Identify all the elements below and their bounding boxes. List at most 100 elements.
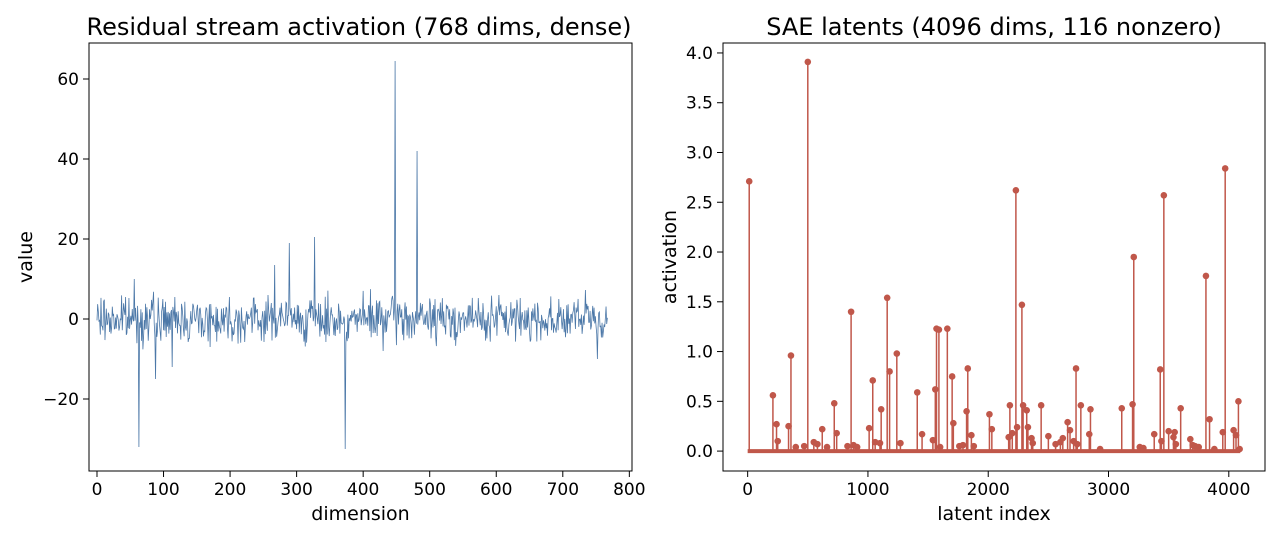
stem-marker (1236, 445, 1243, 453)
stem-marker (844, 442, 851, 450)
x-axis-label: latent index (937, 503, 1051, 525)
stem-marker (950, 419, 957, 427)
y-tick-label: 60 (57, 70, 79, 90)
stem-marker (988, 425, 996, 433)
stem-marker (1087, 405, 1094, 413)
stem-marker (1165, 427, 1172, 435)
stem-marker (963, 407, 970, 415)
x-tick-label: 300 (280, 480, 312, 500)
stem-marker (818, 425, 826, 433)
stem-marker (1118, 404, 1126, 412)
stem-marker (785, 422, 792, 430)
stem-marker (1045, 432, 1052, 440)
y-tick-label: −20 (43, 390, 79, 410)
stem-marker (944, 325, 951, 332)
y-tick-label: 4.0 (686, 44, 713, 64)
stem-marker (823, 443, 831, 451)
stem-marker (876, 439, 884, 447)
stem-marker (1012, 187, 1020, 194)
stem-marker (1018, 301, 1026, 309)
stem-marker (1085, 430, 1093, 438)
stem-marker (1129, 401, 1136, 408)
stem-marker (1187, 435, 1194, 443)
y-tick-label: 40 (57, 150, 79, 170)
series-line (96, 60, 608, 450)
y-tick-label: 1.0 (686, 343, 713, 363)
stem-marker (1156, 366, 1164, 373)
stem-marker (830, 400, 838, 407)
stem-marker (1235, 398, 1242, 405)
stem-marker (964, 365, 972, 372)
stem-marker (877, 405, 885, 413)
stem-marker (935, 326, 943, 333)
stem-marker (774, 437, 782, 445)
stem-marker (1064, 418, 1071, 426)
x-tick-label: 600 (480, 480, 512, 500)
stem-marker (1140, 444, 1147, 452)
stem-marker (936, 443, 944, 451)
x-tick-label: 3000 (1087, 480, 1130, 500)
stem-marker (1019, 402, 1027, 409)
x-tick-label: 100 (147, 480, 179, 500)
stem-marker (970, 442, 978, 450)
stem-marker (1037, 402, 1045, 409)
stem-marker (932, 386, 939, 393)
chart-title: Residual stream activation (768 dims, de… (87, 13, 632, 41)
stem-marker (897, 439, 904, 447)
stem-marker (1072, 365, 1080, 372)
stem-marker (1029, 439, 1037, 447)
y-tick-label: 0 (68, 310, 79, 330)
y-axis-label: value (15, 231, 37, 283)
stem-marker (800, 442, 808, 450)
stem-marker (1059, 434, 1067, 442)
stem-marker (1232, 431, 1240, 439)
y-tick-label: 20 (57, 230, 79, 250)
stem-marker (893, 350, 901, 357)
stem-marker (769, 392, 777, 399)
stem-marker (968, 431, 975, 439)
stem-marker (865, 424, 873, 432)
stem-marker (918, 430, 926, 438)
stem-marker (929, 436, 937, 444)
stem-marker (853, 443, 861, 451)
stem-marker (1150, 430, 1158, 438)
y-tick-label: 0.0 (686, 442, 713, 462)
y-axis-label: activation (659, 210, 681, 304)
stem-marker (773, 420, 780, 428)
stem-marker (1171, 428, 1178, 436)
stem-marker (1077, 402, 1085, 409)
y-tick-label: 1.5 (686, 293, 713, 313)
stem-marker (847, 308, 855, 316)
stem-marker (1013, 423, 1021, 431)
stem-marker (913, 389, 921, 396)
stem-marker (787, 352, 795, 359)
stem-marker (1206, 415, 1213, 423)
stem-marker (959, 441, 967, 449)
stem-marker (1230, 426, 1237, 434)
stem-marker (804, 58, 812, 66)
chart-title: SAE latents (4096 dims, 116 nonzero) (766, 13, 1222, 41)
stem-marker (814, 440, 821, 448)
stem-marker (792, 443, 800, 451)
stem-marker (833, 429, 840, 437)
stem-marker (1158, 437, 1165, 445)
stem-marker (1160, 191, 1168, 199)
stem-marker (1172, 440, 1180, 448)
stem-marker (1024, 423, 1032, 431)
stem-marker (1211, 445, 1218, 453)
plot-frame (722, 42, 1266, 472)
stem-marker (986, 410, 993, 418)
x-tick-label: 4000 (1207, 480, 1250, 500)
y-tick-label: 3.0 (686, 143, 713, 163)
stem-marker (886, 368, 893, 375)
x-tick-label: 2000 (967, 480, 1010, 500)
stem-marker (1066, 426, 1074, 434)
stem-marker (1008, 429, 1016, 437)
stem-marker (1028, 434, 1035, 442)
stem-marker (1023, 406, 1031, 414)
stem-marker (1096, 445, 1104, 453)
x-tick-label: 700 (547, 480, 579, 500)
stem-marker (1006, 402, 1014, 409)
x-tick-label: 0 (92, 480, 103, 500)
